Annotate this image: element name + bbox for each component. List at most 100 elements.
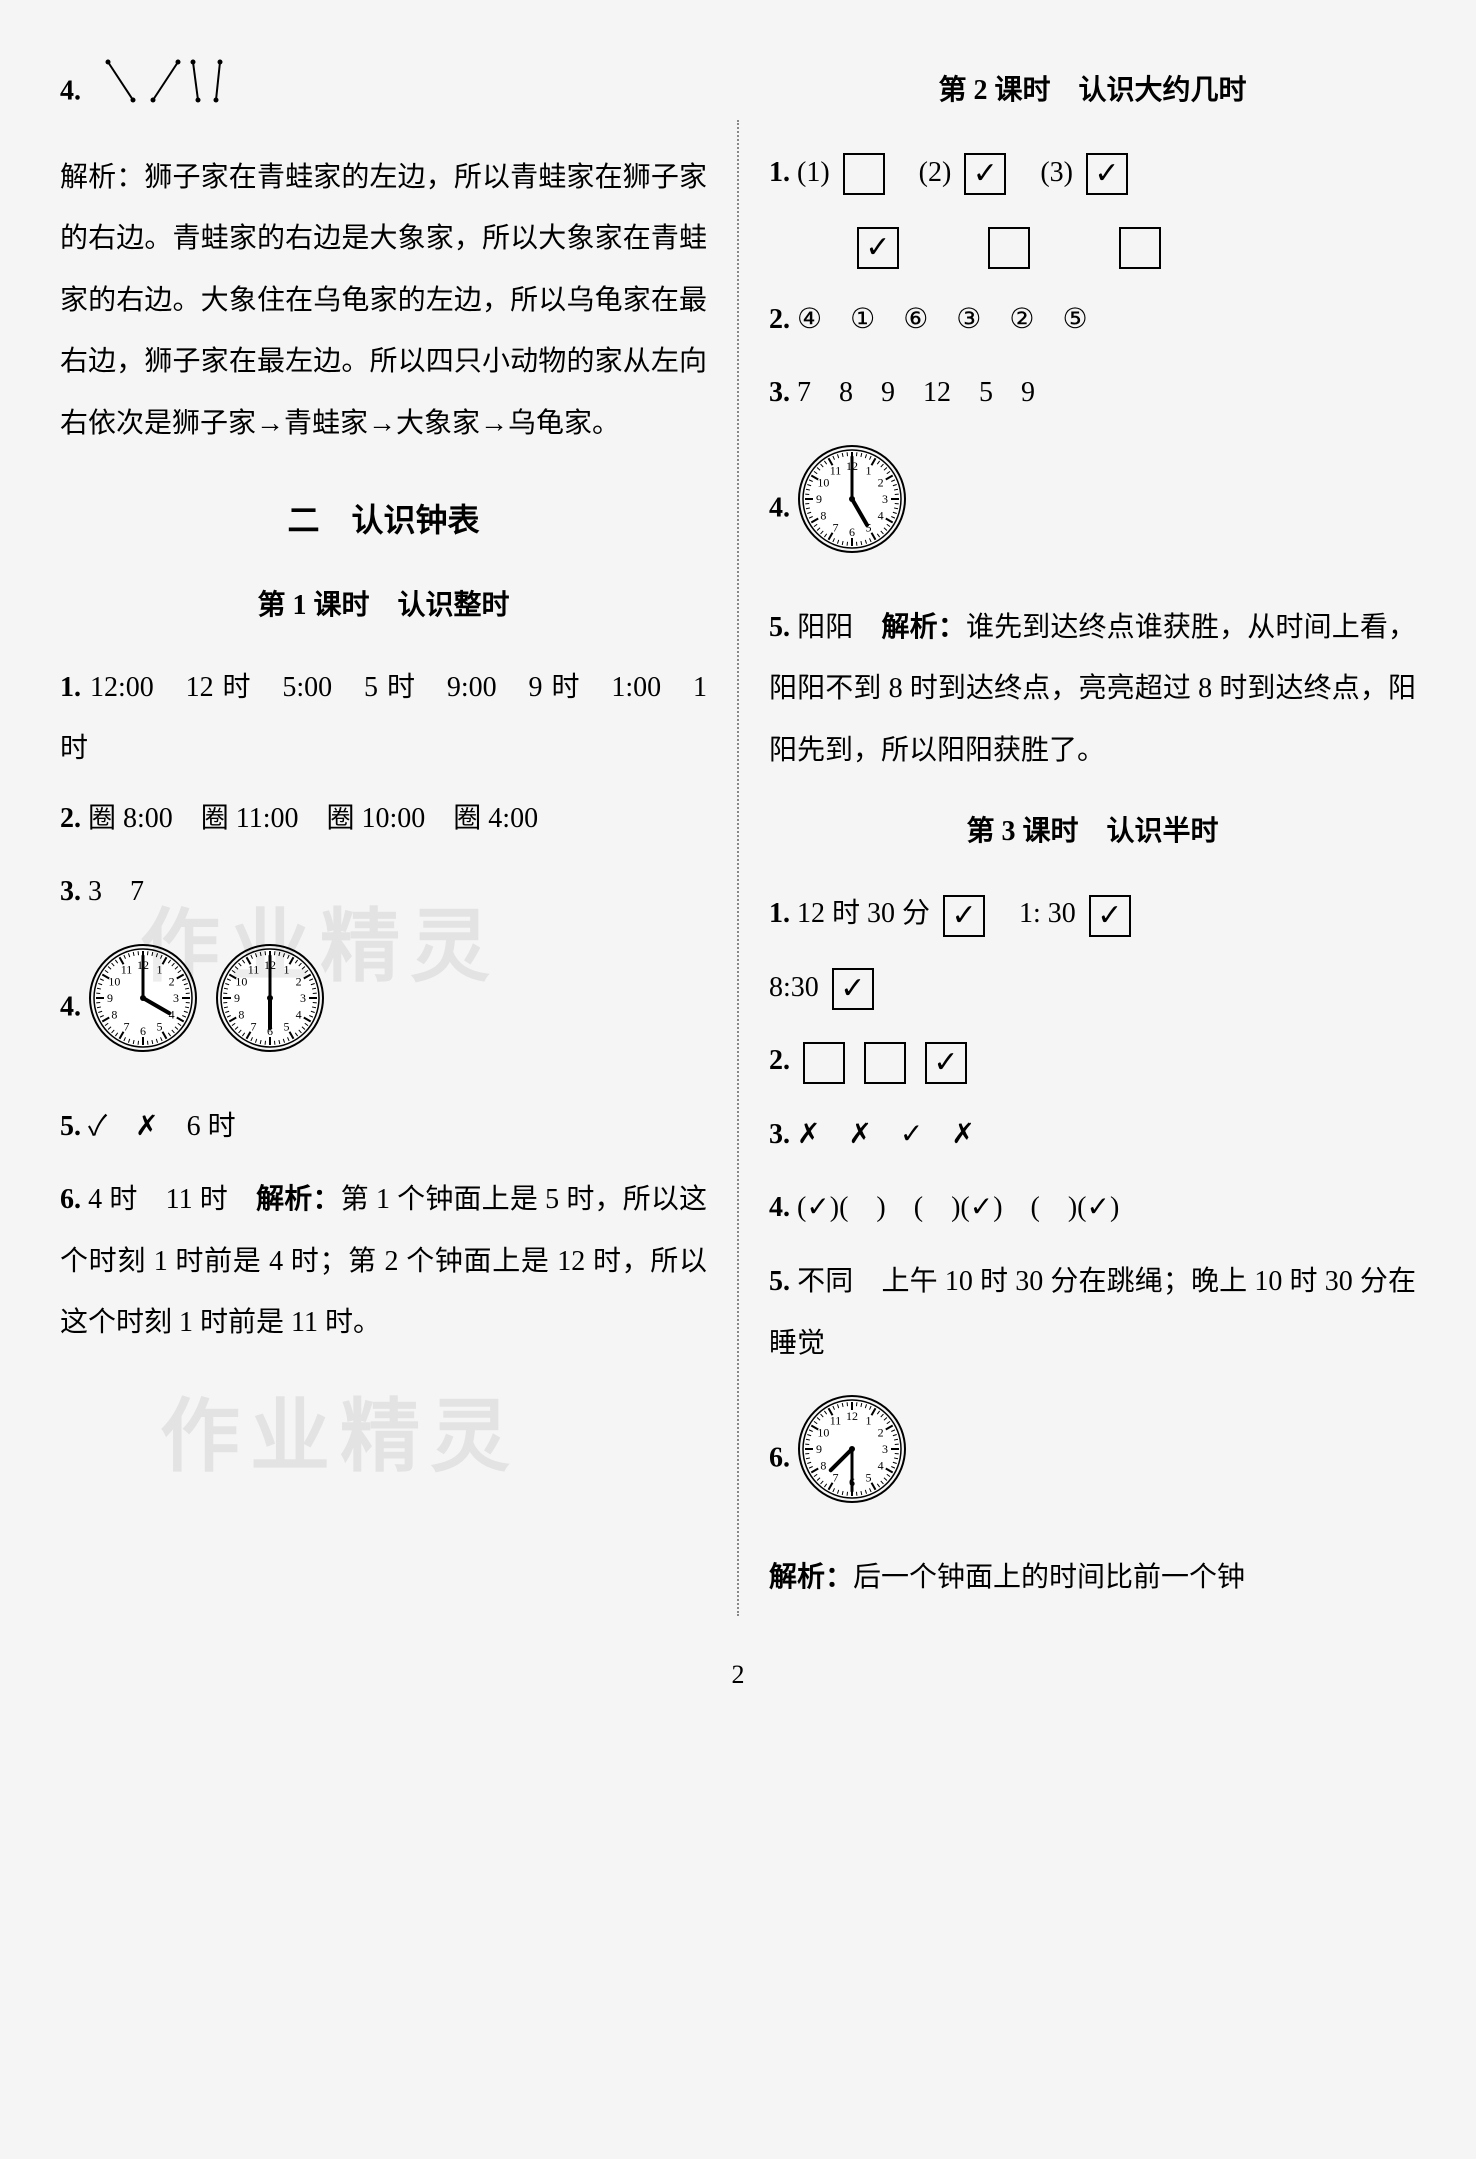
- svg-text:11: 11: [830, 1414, 842, 1428]
- l3-q2: 2. ✓: [769, 1030, 1416, 1092]
- analysis-text: 狮子家在青蛙家的左边，所以青蛙家在狮子家的右边。青蛙家的右边是大象家，所以大象家…: [60, 162, 707, 439]
- l1-q1: 1. 12:00 12 时 5:00 5 时 9:00 9 时 1:00 1 时: [60, 657, 707, 780]
- l2-q1-row1: 1. (1) (2) ✓ (3) ✓: [769, 142, 1416, 204]
- l3-q5: 5. 不同 上午 10 时 30 分在跳绳；晚上 10 时 30 分在睡觉: [769, 1251, 1416, 1374]
- checkbox-1-2: ✓: [964, 153, 1006, 195]
- svg-text:1: 1: [866, 1414, 872, 1428]
- section-2-title: 二 认识钟表: [60, 485, 707, 555]
- l3-q4-num: 4.: [769, 1192, 790, 1223]
- l2-q3-num: 3.: [769, 377, 790, 408]
- l3-q1-row2: 8:30 ✓: [769, 957, 1416, 1019]
- svg-text:7: 7: [124, 1020, 130, 1034]
- l3-q1-item3-text: 8:30: [769, 972, 819, 1003]
- lesson2-title: 第 2 课时 认识大约几时: [769, 60, 1416, 122]
- checkbox-l3q2-1: [803, 1042, 845, 1084]
- l3-q1-num: 1.: [769, 898, 790, 929]
- l1-q3-num: 3.: [60, 876, 81, 907]
- l3-q1-item1-text: 12 时 30 分: [797, 898, 930, 929]
- l3-q6-num: 6.: [769, 1443, 790, 1474]
- svg-text:2: 2: [169, 974, 175, 988]
- l1-q2-text: 圈 8:00 圈 11:00 圈 10:00 圈 4:00: [88, 803, 538, 834]
- l2-q4: 4. 123456789101112: [769, 436, 1416, 585]
- svg-text:8: 8: [111, 1007, 117, 1021]
- l3-q1-row1: 1. 12 时 30 分 ✓ 1: 30 ✓: [769, 883, 1416, 945]
- checkbox-2-1: ✓: [857, 227, 899, 269]
- svg-text:1: 1: [284, 962, 290, 976]
- clock-wrap-l3q6: 123456789101112: [797, 1394, 907, 1527]
- svg-text:8: 8: [238, 1007, 244, 1021]
- l2-q4-num: 4.: [769, 493, 790, 524]
- clock-4oclock: 123456789101112: [88, 943, 198, 1053]
- clock-wrap-l2q4: 123456789101112: [797, 444, 907, 577]
- svg-text:7: 7: [251, 1020, 257, 1034]
- svg-text:9: 9: [816, 1442, 822, 1456]
- svg-text:4: 4: [878, 1459, 884, 1473]
- svg-text:11: 11: [248, 962, 260, 976]
- l1-q3: 3. 3 7: [60, 861, 707, 923]
- clock-wrap-1: 123456789101112: [88, 943, 198, 1076]
- svg-text:11: 11: [121, 962, 133, 976]
- l2-q2-num: 2.: [769, 304, 790, 335]
- svg-text:10: 10: [108, 974, 120, 988]
- l1-q4: 4. 123456789101112 123456789101112: [60, 935, 707, 1084]
- svg-text:6: 6: [849, 525, 855, 539]
- page-wrapper: 作业精灵 作业精灵 4. 解析：狮子家在青蛙家的左边，所以青蛙家在狮子家的右边。…: [60, 40, 1416, 1703]
- svg-text:1: 1: [866, 463, 872, 477]
- lesson3-title: 第 3 课时 认识半时: [769, 801, 1416, 863]
- svg-text:9: 9: [107, 991, 113, 1005]
- l3-q3-num: 3.: [769, 1119, 790, 1150]
- l1-q6-text-a: 4 时 11 时: [88, 1184, 256, 1215]
- q4-line: 4.: [60, 52, 707, 135]
- lines-svg: [98, 52, 228, 112]
- l1-q5-text: ✓ ✗ 6 时: [88, 1111, 236, 1142]
- l1-q2: 2. 圈 8:00 圈 11:00 圈 10:00 圈 4:00: [60, 788, 707, 850]
- checkbox-2-3: [1119, 227, 1161, 269]
- left-column: 4. 解析：狮子家在青蛙家的左边，所以青蛙家在狮子家的右边。青蛙家的右边是大象家…: [60, 40, 707, 1616]
- l3-q6-analysis: 解析：后一个钟面上的时间比前一个钟: [769, 1547, 1416, 1609]
- l1-q4-num: 4.: [60, 992, 81, 1023]
- l3-q3: 3. ✗ ✗ ✓ ✗: [769, 1104, 1416, 1166]
- l2-q1-item-1: (1): [797, 157, 830, 188]
- l2-q5-answer: 阳阳: [797, 612, 881, 643]
- checkbox-l3-2: ✓: [1089, 895, 1131, 937]
- svg-text:5: 5: [284, 1020, 290, 1034]
- svg-text:4: 4: [296, 1007, 302, 1021]
- svg-text:2: 2: [878, 1426, 884, 1440]
- l1-q3-text: 3 7: [88, 876, 144, 907]
- checkbox-1-3: ✓: [1086, 153, 1128, 195]
- clock-wrap-2: 123456789101112: [215, 943, 325, 1076]
- checkbox-2-2: [988, 227, 1030, 269]
- svg-text:2: 2: [878, 475, 884, 489]
- l1-q6-analysis-label: 解析：: [256, 1184, 341, 1215]
- svg-text:2: 2: [296, 974, 302, 988]
- l3-q4: 4. (✓)( ) ( )(✓) ( )(✓): [769, 1177, 1416, 1239]
- l2-q2-text: ④ ① ⑥ ③ ② ⑤: [797, 304, 1088, 335]
- svg-text:3: 3: [173, 991, 179, 1005]
- checkbox-1-1: [843, 153, 885, 195]
- l1-q5-num: 5.: [60, 1111, 81, 1142]
- svg-text:8: 8: [820, 1459, 826, 1473]
- svg-text:10: 10: [235, 974, 247, 988]
- l3-q2-num: 2.: [769, 1045, 790, 1076]
- l2-q3-text: 7 8 9 12 5 9: [797, 377, 1035, 408]
- l3-q1-item2-text: 1: 30: [1019, 898, 1076, 929]
- l2-q5-analysis-label: 解析：: [882, 612, 966, 643]
- l2-q1-num: 1.: [769, 157, 790, 188]
- analysis-para: 解析：狮子家在青蛙家的左边，所以青蛙家在狮子家的右边。青蛙家的右边是大象家，所以…: [60, 147, 707, 455]
- l1-q1-text: 12:00 12 时 5:00 5 时 9:00 9 时 1:00 1 时: [60, 672, 707, 765]
- svg-text:11: 11: [830, 463, 842, 477]
- clock-6oclock: 123456789101112: [215, 943, 325, 1053]
- l2-q1-item-2: (2): [919, 157, 952, 188]
- q4-label: 4.: [60, 76, 81, 107]
- svg-text:12: 12: [846, 1409, 858, 1423]
- svg-text:10: 10: [817, 1426, 829, 1440]
- checkbox-l3q2-2: [864, 1042, 906, 1084]
- svg-text:9: 9: [234, 991, 240, 1005]
- svg-text:6: 6: [140, 1024, 146, 1038]
- l3-q4-text: (✓)( ) ( )(✓) ( )(✓): [797, 1192, 1119, 1223]
- l2-q3: 3. 7 8 9 12 5 9: [769, 362, 1416, 424]
- l3-q6-analysis-label: 解析：: [769, 1562, 853, 1593]
- l3-q5-num: 5.: [769, 1266, 790, 1297]
- l3-q3-text: ✗ ✗ ✓ ✗: [797, 1119, 975, 1150]
- svg-text:3: 3: [882, 1442, 888, 1456]
